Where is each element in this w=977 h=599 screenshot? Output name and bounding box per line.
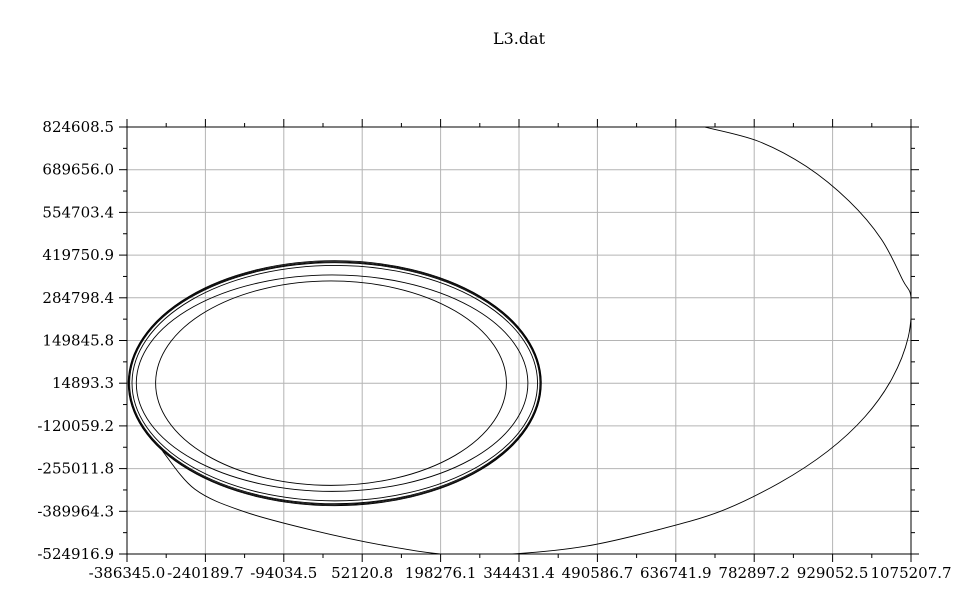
y-tick-labels: 824608.5 689656.0 554703.4 419750.9 284798.4… xyxy=(37,118,114,563)
orbit-loop xyxy=(135,274,529,492)
y-tick-label: 14893.3 xyxy=(52,374,114,392)
orbit-loop xyxy=(128,261,542,506)
tick-marks xyxy=(119,119,919,562)
y-tick-label: -255011.8 xyxy=(37,460,114,478)
orbit-loop xyxy=(129,262,541,505)
x-tick-labels: -386345.0 -240189.7 -94034.5 52120.8 198276.… xyxy=(89,564,952,582)
y-tick-label: 149845.8 xyxy=(42,332,114,350)
grid-lines xyxy=(127,127,911,554)
y-tick-label: 689656.0 xyxy=(42,161,114,179)
x-tick-label: 490586.7 xyxy=(562,564,634,582)
x-tick-label: 198276.1 xyxy=(405,564,477,582)
x-tick-label: 344431.4 xyxy=(483,564,555,582)
x-tick-label: -94034.5 xyxy=(250,564,317,582)
x-tick-label: 52120.8 xyxy=(331,564,393,582)
x-tick-label: 929052.5 xyxy=(797,564,869,582)
orbit-loop xyxy=(127,260,542,507)
y-tick-label: 554703.4 xyxy=(42,203,114,221)
y-tick-label: 824608.5 xyxy=(42,118,114,136)
x-tick-label: -240189.7 xyxy=(167,564,244,582)
y-tick-label: 419750.9 xyxy=(42,246,114,264)
transfer-trajectory xyxy=(162,127,911,554)
y-tick-label: -524916.9 xyxy=(37,545,114,563)
orbit-loop xyxy=(131,265,538,502)
x-tick-label: 636741.9 xyxy=(640,564,712,582)
y-tick-label: 284798.4 xyxy=(42,289,114,307)
chart-title: L3.dat xyxy=(493,29,546,48)
data-layer xyxy=(127,127,911,554)
x-tick-label: -386345.0 xyxy=(89,564,166,582)
y-tick-label: -120059.2 xyxy=(37,417,114,435)
x-tick-label: 1075207.7 xyxy=(870,564,951,582)
y-tick-label: -389964.3 xyxy=(37,502,114,520)
x-tick-label: 782897.2 xyxy=(718,564,790,582)
orbit-loop xyxy=(155,280,507,486)
series-group xyxy=(127,127,911,554)
